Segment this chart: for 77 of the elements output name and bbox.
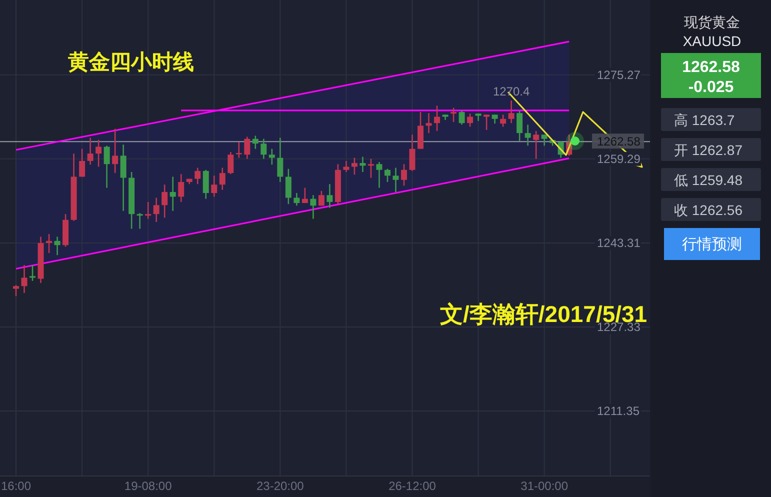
text: 高 1263.7 xyxy=(674,112,735,128)
candlestick xyxy=(285,168,292,205)
candlestick xyxy=(170,176,176,212)
y-tick-label: 1259.29 xyxy=(597,152,641,166)
candlestick xyxy=(409,134,416,172)
x-tick-label: 19-08:00 xyxy=(124,479,172,493)
x-tick-label: 31-00:00 xyxy=(520,479,568,493)
text: 低 1259.48 xyxy=(674,172,743,188)
text: XAUUSD xyxy=(682,33,742,49)
candlestick xyxy=(533,130,540,160)
candlestick xyxy=(500,114,506,128)
candlestick xyxy=(384,168,390,183)
candlestick xyxy=(277,137,284,183)
candlestick xyxy=(524,124,531,146)
candlestick xyxy=(54,236,60,256)
candlestick xyxy=(219,167,226,191)
text: 收 1262.56 xyxy=(674,202,743,218)
candlestick xyxy=(46,233,52,254)
y-tick-label: 1211.35 xyxy=(597,404,640,418)
x-tick-label: 16:00 xyxy=(0,479,32,493)
x-tick-label: 23-20:00 xyxy=(256,479,304,493)
candlestick xyxy=(458,110,465,126)
candlestick xyxy=(516,110,523,142)
candlestick xyxy=(79,148,86,178)
candlestick xyxy=(418,111,424,150)
candlestick xyxy=(541,134,548,146)
candlestick xyxy=(104,145,110,188)
text: 1262.58 xyxy=(682,59,740,76)
text: 开 1262.87 xyxy=(674,142,743,158)
candlestick xyxy=(112,128,118,174)
candlestick xyxy=(400,163,407,186)
candlestick xyxy=(211,175,218,198)
candlestick xyxy=(236,141,242,158)
ref-line-label: 1262.58 xyxy=(597,134,641,149)
candlestick xyxy=(268,148,275,166)
candlestick xyxy=(87,137,94,166)
candlestick xyxy=(434,105,440,132)
text: 现货黄金 xyxy=(684,14,740,30)
candlestick xyxy=(360,156,366,173)
candlestick xyxy=(484,114,490,131)
candlestick xyxy=(426,112,432,134)
candlestick xyxy=(120,144,126,212)
candlestick xyxy=(368,158,374,178)
candlestick xyxy=(30,264,36,282)
candlestick xyxy=(392,167,399,193)
annotation: 1270.4 xyxy=(492,84,530,98)
candlestick xyxy=(136,212,143,230)
candlestick xyxy=(326,183,333,208)
candlestick xyxy=(96,139,102,168)
candlestick xyxy=(228,151,234,175)
candlestick xyxy=(467,112,474,128)
candlestick xyxy=(21,264,28,294)
candlestick xyxy=(252,135,258,150)
candlestick xyxy=(294,192,300,206)
candlestick xyxy=(202,169,209,200)
candlestick xyxy=(153,197,160,223)
x-tick-label: 26-12:00 xyxy=(388,479,436,493)
candlestick xyxy=(351,157,358,176)
candlestick xyxy=(162,184,168,218)
candlestick xyxy=(145,201,152,220)
text: 行情预测 xyxy=(682,236,742,253)
text: 黄金四小时线 xyxy=(67,51,194,74)
y-tick-label: 1275.27 xyxy=(597,68,641,82)
candlestick xyxy=(302,187,308,204)
text: -0.025 xyxy=(688,79,734,96)
y-tick-label: 1243.31 xyxy=(597,236,641,250)
candlestick xyxy=(508,100,514,124)
candlestick xyxy=(178,173,184,203)
candlestick xyxy=(343,160,350,173)
candlestick xyxy=(244,136,250,160)
candlestick xyxy=(194,167,201,185)
candlestick xyxy=(376,161,382,188)
candlestick xyxy=(310,194,316,220)
candlestick xyxy=(318,190,324,206)
candlestick xyxy=(13,284,19,297)
candlestick xyxy=(450,107,457,123)
candlestick xyxy=(260,138,267,160)
